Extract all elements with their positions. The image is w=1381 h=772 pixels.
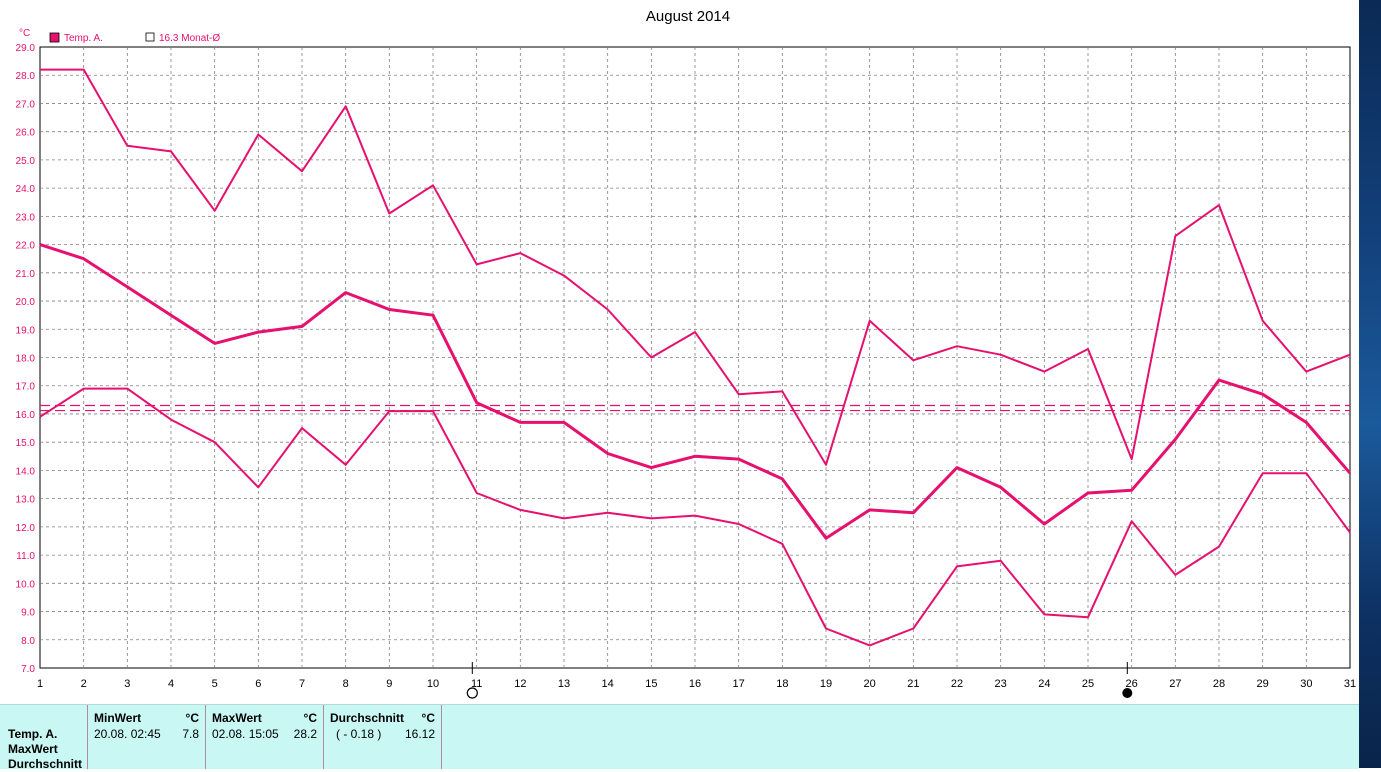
max-unit: °C <box>303 711 317 725</box>
x-tick-label: 28 <box>1213 678 1225 690</box>
y-tick-label: 10.0 <box>16 579 36 590</box>
series-line-min <box>39 387 1351 647</box>
y-tick-label: 8.0 <box>21 636 35 647</box>
x-tick-label: 30 <box>1300 678 1312 690</box>
legend-marker-filled <box>49 32 60 43</box>
legend-label-temp: Temp. A. <box>64 33 103 44</box>
x-tick-label: 19 <box>820 678 832 690</box>
x-tick-label: 14 <box>602 678 614 690</box>
x-tick-label: 15 <box>645 678 657 690</box>
avg-header: Durchschnitt <box>330 711 405 725</box>
y-tick-label: 18.0 <box>16 354 36 365</box>
x-tick-label: 3 <box>124 678 130 690</box>
x-tick-label: 13 <box>558 678 570 690</box>
x-tick-label: 16 <box>689 678 701 690</box>
chart-title: August 2014 <box>646 8 730 25</box>
y-tick-label: 27.0 <box>16 99 36 110</box>
panel-divider <box>87 705 88 769</box>
y-tick-label: 19.0 <box>16 325 36 336</box>
max-value: 28.2 <box>293 727 317 741</box>
x-tick-label: 10 <box>427 678 439 690</box>
statistics-panel: Temp. A. MaxWert Durchschnitt MinWert °C… <box>0 704 1359 772</box>
row-label-temp: Temp. A. <box>8 727 58 741</box>
y-tick-label: 11.0 <box>16 551 35 562</box>
y-tick-label: 15.0 <box>16 438 36 449</box>
avg-unit: °C <box>421 711 435 725</box>
x-tick-label: 23 <box>995 678 1007 690</box>
y-tick-label: 20.0 <box>16 297 36 308</box>
y-tick-label: 29.0 <box>16 43 36 54</box>
y-tick-label: 9.0 <box>21 608 35 619</box>
min-header: MinWert <box>94 711 142 725</box>
max-datetime: 02.08. 15:05 <box>212 727 279 741</box>
x-tick-label: 4 <box>168 678 174 690</box>
y-axis-unit: °C <box>19 28 30 39</box>
x-tick-label: 24 <box>1038 678 1050 690</box>
series-line-max <box>40 68 1351 466</box>
x-tick-label: 12 <box>514 678 526 690</box>
x-tick-label: 1 <box>37 678 43 690</box>
avg-delta: ( - 0.18 ) <box>336 727 382 741</box>
x-tick-label: 2 <box>81 678 87 690</box>
max-header: MaxWert <box>212 711 262 725</box>
y-tick-label: 21.0 <box>16 269 36 280</box>
y-tick-label: 24.0 <box>16 184 36 195</box>
x-tick-label: 7 <box>299 678 305 690</box>
y-tick-label: 28.0 <box>16 71 36 82</box>
min-datetime: 20.08. 02:45 <box>94 727 161 741</box>
desktop-background-strip <box>1359 0 1381 768</box>
row-label-avg: Durchschnitt <box>8 757 83 771</box>
y-tick-label: 13.0 <box>16 495 36 506</box>
series-line-mean <box>39 243 1352 540</box>
y-tick-label: 26.0 <box>16 128 36 139</box>
y-tick-label: 14.0 <box>16 466 36 477</box>
y-tick-label: 23.0 <box>16 212 36 223</box>
x-tick-label: 18 <box>776 678 788 690</box>
legend-marker-open <box>145 32 155 42</box>
y-tick-label: 22.0 <box>16 241 36 252</box>
x-tick-label: 21 <box>907 678 919 690</box>
x-tick-label: 11 <box>471 678 482 690</box>
x-tick-label: 5 <box>212 678 218 690</box>
avg-value: 16.12 <box>404 727 435 741</box>
x-tick-label: 9 <box>386 678 392 690</box>
row-label-max: MaxWert <box>8 742 58 756</box>
x-tick-label: 25 <box>1082 678 1094 690</box>
x-tick-label: 6 <box>255 678 261 690</box>
x-tick-label: 27 <box>1169 678 1181 690</box>
x-tick-label: 31 <box>1344 678 1356 690</box>
max-column: MaxWert °C 02.08. 15:05 28.2 <box>206 705 324 769</box>
x-tick-label: 22 <box>951 678 963 690</box>
row-labels: Temp. A. MaxWert Durchschnitt <box>8 727 82 772</box>
y-tick-label: 7.0 <box>21 664 35 675</box>
new-moon-icon <box>1122 688 1133 698</box>
x-tick-label: 20 <box>864 678 876 690</box>
min-column: MinWert °C 20.08. 02:45 7.8 <box>88 705 206 769</box>
x-tick-label: 29 <box>1257 678 1269 690</box>
min-unit: °C <box>185 711 199 725</box>
y-tick-label: 12.0 <box>16 523 36 534</box>
avg-column: Durchschnitt °C ( - 0.18 ) 16.12 <box>324 705 442 769</box>
x-tick-label: 8 <box>343 678 349 690</box>
x-tick-label: 17 <box>733 678 745 690</box>
y-tick-label: 16.0 <box>16 410 36 421</box>
y-tick-label: 17.0 <box>16 382 36 393</box>
min-value: 7.8 <box>182 727 199 741</box>
full-moon-icon <box>466 687 478 699</box>
temperature-chart: August 2014°C Temp. A. 16.3 Monat-Ø29.028.… <box>16 8 1356 699</box>
legend-label-average: 16.3 Monat-Ø <box>159 33 220 44</box>
x-tick-label: 26 <box>1126 678 1138 690</box>
y-tick-label: 25.0 <box>16 156 36 167</box>
